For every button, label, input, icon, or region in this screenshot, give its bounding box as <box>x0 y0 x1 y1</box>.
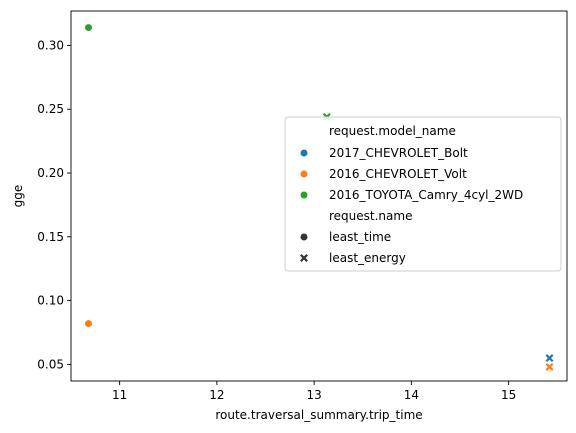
x-tick-label: 11 <box>112 388 127 402</box>
y-tick-label: 0.05 <box>37 357 64 371</box>
legend-label-2017-chevrolet-bolt: 2017_CHEVROLET_Bolt <box>329 146 468 160</box>
legend-swatch-2016-chevrolet-volt <box>299 169 309 179</box>
x-tick-label: 12 <box>209 388 224 402</box>
legend-swatch-least-time <box>299 232 309 242</box>
y-tick-label: 0.25 <box>37 102 64 116</box>
legend-style-title: request.name <box>329 209 412 223</box>
y-axis: 0.05 0.10 0.15 0.20 0.25 0.30 <box>37 38 71 371</box>
data-point-2017-chevrolet-bolt-least-energy <box>545 354 554 363</box>
legend-swatch-2017-chevrolet-bolt <box>299 148 309 158</box>
y-tick-label: 0.20 <box>37 166 64 180</box>
legend-label-2016-toyota-camry: 2016_TOYOTA_Camry_4cyl_2WD <box>329 188 523 202</box>
y-tick-label: 0.10 <box>37 294 64 308</box>
legend-label-2016-chevrolet-volt: 2016_CHEVROLET_Volt <box>329 167 467 181</box>
legend-hue-title: request.model_name <box>329 124 456 138</box>
legend-box <box>284 116 562 272</box>
legend-swatch-2016-toyota-camry-4cyl-2wd <box>299 190 309 200</box>
legend: request.model_name 2017_CHEVROLET_Bolt 2… <box>284 116 562 272</box>
x-axis: 11 12 13 14 15 <box>112 381 516 402</box>
y-axis-label: gge <box>11 185 25 208</box>
x-tick-label: 14 <box>404 388 419 402</box>
x-tick-label: 15 <box>501 388 516 402</box>
data-point-2016-chevrolet-volt-least-time <box>84 319 93 328</box>
plot-area <box>70 10 568 382</box>
legend-swatch-least-energy <box>300 254 308 262</box>
y-tick-label: 0.30 <box>37 38 64 52</box>
legend-label-least-time: least_time <box>329 230 391 244</box>
data-point-2016-chevrolet-volt-least-energy <box>545 362 554 371</box>
x-axis-label: route.traversal_summary.trip_time <box>215 408 422 422</box>
data-point-2016-toyota-camry-4cyl-2wd-least-time <box>84 23 93 32</box>
y-tick-label: 0.15 <box>37 230 64 244</box>
legend-label-least-energy: least_energy <box>329 251 406 265</box>
x-tick-label: 13 <box>306 388 321 402</box>
